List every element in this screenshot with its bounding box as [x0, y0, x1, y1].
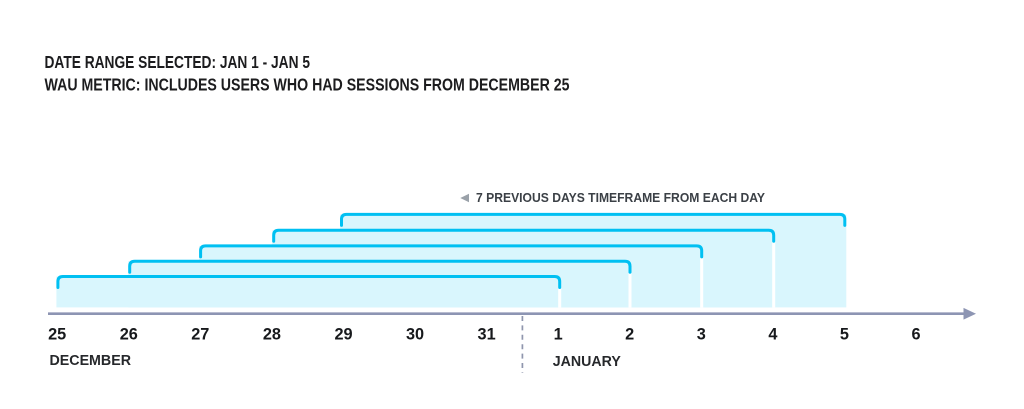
svg-text:31: 31 — [478, 326, 496, 344]
svg-text:25: 25 — [48, 326, 66, 344]
svg-text:2: 2 — [625, 326, 634, 344]
svg-text:26: 26 — [120, 326, 138, 344]
svg-text:DECEMBER: DECEMBER — [50, 353, 132, 369]
svg-text:4: 4 — [768, 326, 777, 344]
svg-text:6: 6 — [911, 326, 920, 344]
svg-text:28: 28 — [263, 326, 281, 344]
svg-text:WAU METRIC: INCLUDES USERS WHO: WAU METRIC: INCLUDES USERS WHO HAD SESSI… — [45, 74, 570, 94]
svg-text:DATE RANGE SELECTED: JAN 1 - J: DATE RANGE SELECTED: JAN 1 - JAN 5 — [45, 52, 311, 72]
svg-text:JANUARY: JANUARY — [553, 354, 621, 370]
svg-text:3: 3 — [697, 326, 706, 344]
svg-text:7 PREVIOUS DAYS TIMEFRAME FROM: 7 PREVIOUS DAYS TIMEFRAME FROM EACH DAY — [476, 190, 765, 205]
svg-text:27: 27 — [191, 326, 209, 344]
svg-text:29: 29 — [334, 326, 352, 344]
svg-text:1: 1 — [554, 326, 563, 344]
svg-text:30: 30 — [406, 326, 424, 344]
svg-text:5: 5 — [840, 326, 849, 344]
